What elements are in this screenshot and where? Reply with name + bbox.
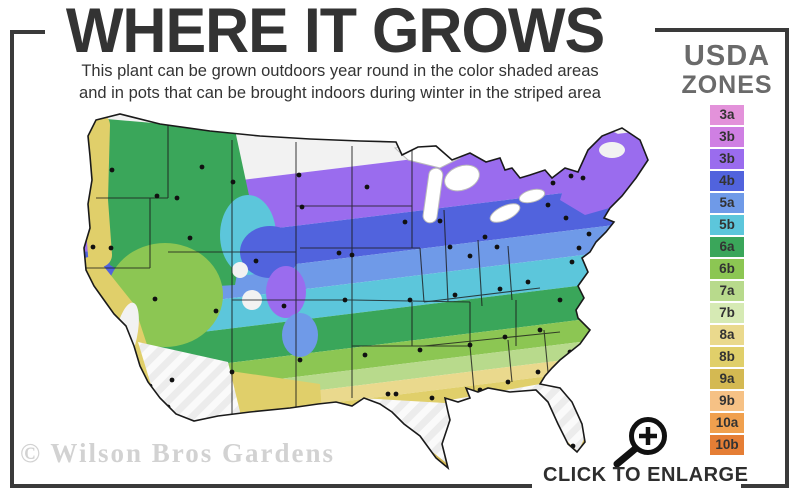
city-dot: [550, 180, 556, 186]
city-dot: [580, 175, 586, 181]
city-dot: [537, 327, 543, 333]
city-dot: [557, 297, 563, 303]
frame-right: [785, 28, 789, 488]
city-dot: [402, 219, 408, 225]
city-dot: [297, 357, 303, 363]
frame-bottom-right: [741, 484, 789, 488]
zone-chip-list: 3a 3b 3b 4b 5a 5b 6a 6b 7a 7b 8a 8b 9a 9b 10a 10b: [663, 105, 791, 455]
city-dot: [482, 234, 488, 240]
zone-chip-4b: 4b: [710, 171, 744, 191]
city-dot: [253, 258, 259, 264]
click-to-enlarge-button[interactable]: CLICK TO ENLARGE: [543, 464, 749, 486]
frame-bottom-left: [10, 484, 532, 488]
zone-chip-7b: 7b: [710, 303, 744, 323]
city-dot: [169, 377, 175, 383]
city-dot: [535, 369, 541, 375]
legend-title-line-2: ZONES: [681, 71, 773, 99]
city-dot: [467, 415, 473, 421]
city-dot: [109, 167, 115, 173]
zone-chip-8a: 8a: [710, 325, 744, 345]
subtitle-line-2: and in pots that can be brought indoors …: [79, 83, 601, 102]
zone-chip-7a: 7a: [710, 281, 744, 301]
frame-left: [10, 30, 14, 488]
city-dot: [494, 418, 500, 424]
city-dot: [586, 231, 592, 237]
frame-top-right: [655, 28, 789, 32]
city-dot: [437, 218, 443, 224]
zone-chip-3a: 3a: [710, 105, 744, 125]
city-dot: [152, 296, 158, 302]
city-dot: [229, 369, 235, 375]
city-dot: [362, 352, 368, 358]
zone-chip-3b: 3b: [710, 127, 744, 147]
city-dot: [299, 204, 305, 210]
usda-zones-legend: USDA ZONES 3a 3b 3b 4b 5a 5b 6a 6b 7a 7b 8a 8b 9a 9b 1…: [663, 42, 791, 457]
city-dot: [296, 172, 302, 178]
zone-chip-9a: 9a: [710, 369, 744, 389]
city-dot: [90, 244, 96, 250]
city-dot: [199, 164, 205, 170]
city-dot: [545, 202, 551, 208]
city-dot: [553, 427, 559, 433]
city-dot: [447, 244, 453, 250]
city-dot: [213, 308, 219, 314]
frame-top-left: [10, 30, 45, 34]
magnifier-plus-icon[interactable]: [600, 403, 680, 475]
city-dot: [467, 342, 473, 348]
city-dot: [364, 184, 370, 190]
city-dot: [154, 193, 160, 199]
legend-title: USDA ZONES: [663, 42, 791, 98]
zone-chip-8b: 8b: [710, 347, 744, 367]
city-dot: [505, 379, 511, 385]
city-dot: [502, 334, 508, 340]
city-dot: [342, 297, 348, 303]
zone-chip-10a: 10a: [710, 413, 744, 433]
city-dot: [568, 173, 574, 179]
city-dot: [452, 292, 458, 298]
city-dot: [230, 179, 236, 185]
city-dot: [385, 391, 391, 397]
subtitle-line-1: This plant can be grown outdoors year ro…: [81, 62, 599, 80]
city-dot: [393, 391, 399, 397]
zone-chip-5a: 5a: [710, 193, 744, 213]
city-dot: [407, 297, 413, 303]
city-dots: [90, 164, 592, 449]
city-dot: [497, 286, 503, 292]
subtitle: This plant can be grown outdoors year ro…: [25, 61, 655, 105]
city-dot: [569, 259, 575, 265]
zone-chip-3b: 3b: [710, 149, 744, 169]
city-dot: [281, 303, 287, 309]
city-dot: [429, 395, 435, 401]
city-dot: [336, 250, 342, 256]
page-title: WHERE IT GROWS: [65, 0, 605, 66]
city-dot: [494, 244, 500, 250]
zone-chip-10b: 10b: [710, 435, 744, 455]
city-dot: [417, 347, 423, 353]
zone-chip-9b: 9b: [710, 391, 744, 411]
city-dot: [108, 245, 114, 251]
watermark: © Wilson Bros Gardens: [20, 438, 335, 468]
city-dot: [174, 195, 180, 201]
zone-chip-6b: 6b: [710, 259, 744, 279]
zone-chip-6a: 6a: [710, 237, 744, 257]
city-dot: [576, 245, 582, 251]
city-dot: [563, 215, 569, 221]
state-borders: [86, 124, 561, 418]
city-dot: [187, 235, 193, 241]
legend-title-line-1: USDA: [683, 40, 771, 72]
zone-chip-5b: 5b: [710, 215, 744, 235]
city-dot: [467, 253, 473, 259]
city-dot: [349, 252, 355, 258]
city-dot: [525, 279, 531, 285]
